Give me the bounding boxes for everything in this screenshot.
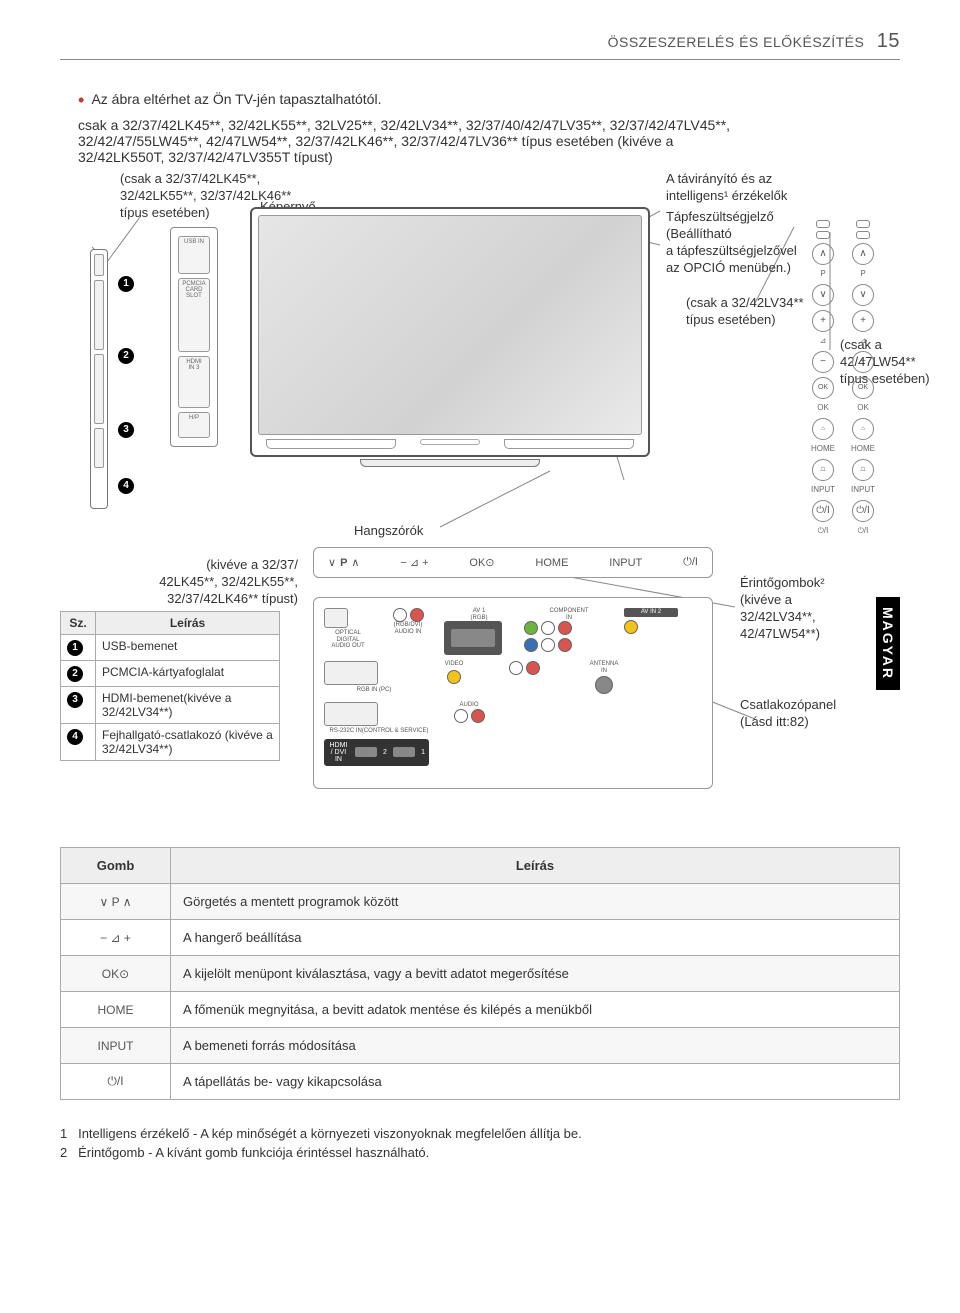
bt-icon: INPUT (61, 1028, 171, 1064)
tv-illustration (250, 207, 650, 467)
table-row: ∨ P ∧ Görgetés a mentett programok közöt… (61, 884, 900, 920)
legend-item: USB-bemenet (96, 635, 280, 661)
bt-icon: HOME (61, 992, 171, 1028)
touch-home: HOME (535, 557, 568, 569)
pcmcia-slot: PCMCIACARDSLOT (178, 278, 210, 352)
legend-ref-4: 4 (118, 475, 140, 494)
model-line-3: 32/42LK550T, 32/37/42/47LV355T típust) (78, 149, 900, 165)
touch-ok: OK⊙ (469, 556, 494, 569)
hdmi-in-3: HDMIIN 3 (178, 356, 210, 408)
table-row: ⏻/I A tápellátás be- vagy kikapcsolása (61, 1064, 900, 1100)
side-port (94, 254, 104, 276)
speaker-left (266, 439, 396, 449)
speaker-right (504, 439, 634, 449)
headphone-jack: H/P (178, 412, 210, 438)
page-number: 15 (877, 30, 900, 52)
usb-hdmi-strip: USB IN PCMCIACARDSLOT HDMIIN 3 H/P (170, 227, 218, 447)
touch-p: ∨ P ∧ (328, 556, 359, 569)
touch-vol: − ⊿ + (400, 556, 428, 569)
table-row: − ⊿ + A hangerő beállítása (61, 920, 900, 956)
callout-speakers: Hangszórók (354, 523, 423, 540)
tv-stand (360, 459, 540, 467)
table-row: OK⊙ A kijelölt menüpont kiválasztása, va… (61, 956, 900, 992)
callout-touch-buttons: Érintőgombok² (kivéve a 32/42LV34**, 42/… (740, 575, 890, 643)
bt-icon: OK⊙ (61, 956, 171, 992)
language-tab: MAGYAR (876, 597, 900, 690)
tv-screen (258, 215, 642, 435)
section-title: ÖSSZESZERELÉS ÉS ELŐKÉSZÍTÉS (608, 34, 865, 50)
side-port (94, 280, 104, 350)
side-button-strip-a: ∧P ∨ +⊿ − OKOK ⌂HOME ☖INPUT ⏻/I⏻/I (806, 217, 840, 542)
button-description-table: Gomb Leírás ∨ P ∧ Görgetés a mentett pro… (60, 847, 900, 1100)
bt-icon: ∨ P ∧ (61, 884, 171, 920)
bt-desc: A bemeneti forrás módosítása (171, 1028, 900, 1064)
bt-col-button: Gomb (61, 848, 171, 884)
back-connection-panel: OPTICAL DIGITAL AUDIO OUT (RGB/DVI) AUDI… (313, 597, 713, 789)
tv-frame (250, 207, 650, 457)
disclaimer-text: Az ábra eltérhet az Ön TV-jén tapasztalh… (91, 91, 381, 107)
model-line-1: csak a 32/37/42LK45**, 32/42LK55**, 32LV… (78, 117, 900, 133)
model-list: csak a 32/37/42LK45**, 32/42LK55**, 32LV… (78, 117, 900, 165)
bullet-dot: • (78, 90, 84, 110)
legend-table-wrapper: Sz. Leírás 1USB-bemenet 2PCMCIA-kártyafo… (60, 611, 280, 761)
model-line-2: 32/42/47/55LW45**, 42/47LW54**, 32/37/42… (78, 133, 900, 149)
hdmi-dvi-row: HDMI / DVI IN 2 1 (324, 739, 429, 766)
side-button-strip-b: ∧P ∨ +⊿ − OKOK ⌂HOME ☖INPUT ⏻/I⏻/I (846, 217, 880, 542)
touch-button-row: ∨ P ∧ − ⊿ + OK⊙ HOME INPUT ⏻/I (313, 547, 713, 578)
bt-desc: A tápellátás be- vagy kikapcsolása (171, 1064, 900, 1100)
touch-power: ⏻/I (683, 556, 698, 569)
side-port (94, 428, 104, 468)
legend-item: Fejhallgató-csatlakozó (kivéve a 32/42LV… (96, 724, 280, 761)
side-port-column (90, 249, 108, 509)
fn-text: Érintőgomb - A kívánt gomb funkciója éri… (78, 1145, 429, 1160)
usb-port: USB IN (178, 236, 210, 274)
table-row: INPUT A bemeneti forrás módosítása (61, 1028, 900, 1064)
button-panel-bottom (420, 439, 480, 445)
bt-icon: − ⊿ + (61, 920, 171, 956)
legend-ref-3: 3 (118, 419, 140, 438)
bt-desc: A főmenük megnyitása, a bevitt adatok me… (171, 992, 900, 1028)
tv-overview-figure: (csak a 32/37/42LK45**, 32/42LK55**, 32/… (60, 177, 900, 807)
legend-table: Sz. Leírás 1USB-bemenet 2PCMCIA-kártyafo… (60, 611, 280, 761)
touch-input: INPUT (609, 557, 642, 569)
legend-item: PCMCIA-kártyafoglalat (96, 661, 280, 687)
callout-ir-sensor: A távirányító és az intelligens¹ érzékel… (666, 171, 816, 205)
table-row: HOME A főmenük megnyitása, a bevitt adat… (61, 992, 900, 1028)
bt-desc: A hangerő beállítása (171, 920, 900, 956)
legend-ref-1: 1 (118, 273, 140, 292)
fn-number: 2 (60, 1145, 67, 1160)
bt-desc: Görgetés a mentett programok között (171, 884, 900, 920)
callout-touch-exclude: (kivéve a 32/37/ 42LK45**, 32/42LK55**, … (78, 557, 298, 608)
bt-col-desc: Leírás (171, 848, 900, 884)
bt-desc: A kijelölt menüpont kiválasztása, vagy a… (171, 956, 900, 992)
legend-ref-2: 2 (118, 345, 140, 364)
legend-item: HDMI-bemenet(kivéve a 32/42LV34**) (96, 687, 280, 724)
legend-col-desc: Leírás (96, 612, 280, 635)
bt-icon: ⏻/I (61, 1064, 171, 1100)
side-port (94, 354, 104, 424)
disclaimer-bullet: • Az ábra eltérhet az Ön TV-jén tapaszta… (78, 90, 900, 111)
callout-conn-panel: Csatlakozópanel (Lásd itt:82) (740, 697, 900, 731)
legend-col-number: Sz. (61, 612, 96, 635)
page-header: ÖSSZESZERELÉS ÉS ELŐKÉSZÍTÉS 15 (60, 30, 900, 60)
fn-text: Intelligens érzékelő - A kép minőségét a… (78, 1126, 582, 1141)
footnotes: 1 Intelligens érzékelő - A kép minőségét… (60, 1126, 900, 1160)
fn-number: 1 (60, 1126, 67, 1141)
